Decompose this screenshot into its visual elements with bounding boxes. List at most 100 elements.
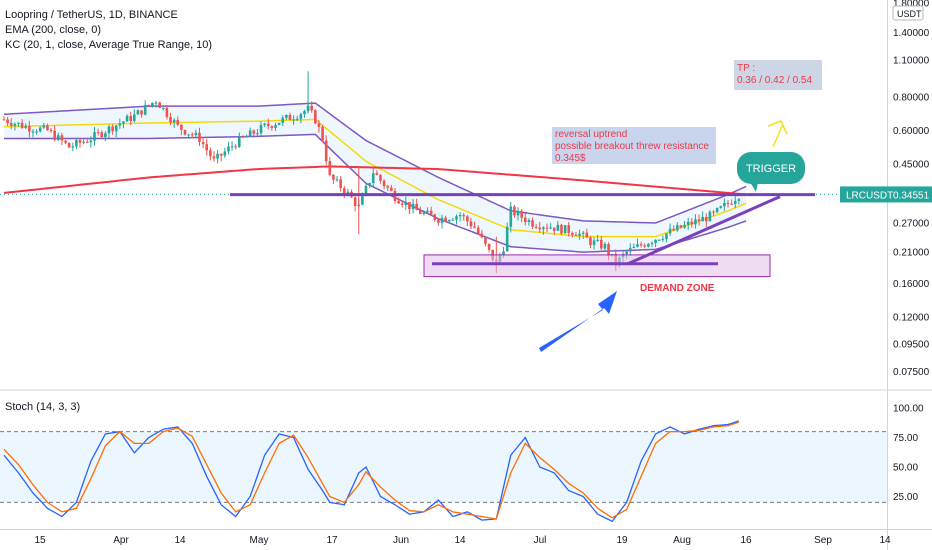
demand-zone-label: DEMAND ZONE bbox=[640, 283, 715, 294]
candle-body bbox=[259, 124, 263, 134]
time-tick-label: May bbox=[250, 535, 269, 546]
candle-body bbox=[400, 203, 404, 205]
candle-body bbox=[737, 199, 741, 201]
candle-body bbox=[125, 115, 129, 122]
blue-arrow-icon bbox=[539, 291, 617, 352]
candle-body bbox=[270, 126, 274, 128]
candle-body bbox=[93, 132, 96, 141]
time-tick-label: Aug bbox=[673, 535, 691, 546]
currency-label: USDT bbox=[897, 9, 922, 19]
candle-body bbox=[143, 104, 147, 115]
candle-body bbox=[433, 214, 437, 220]
candle-body bbox=[476, 227, 480, 234]
candle-body bbox=[38, 127, 42, 132]
candle-body bbox=[704, 216, 708, 222]
candle-body bbox=[603, 244, 607, 249]
candle-body bbox=[563, 225, 567, 234]
time-tick-label: 16 bbox=[740, 535, 752, 546]
candle-body bbox=[505, 226, 509, 252]
candle-body bbox=[2, 119, 6, 121]
candle-body bbox=[111, 126, 114, 132]
candle-body bbox=[516, 211, 520, 216]
candle-body bbox=[57, 135, 60, 140]
candle-body bbox=[194, 132, 198, 136]
price-tick-label: 0.21000 bbox=[893, 248, 930, 259]
candle-body bbox=[140, 110, 143, 115]
candle-body bbox=[82, 141, 85, 143]
candle-body bbox=[636, 244, 639, 247]
candle-body bbox=[201, 142, 205, 145]
candle-body bbox=[219, 153, 223, 156]
candle-body bbox=[661, 238, 665, 240]
candle-body bbox=[190, 134, 194, 136]
candle-body bbox=[292, 119, 295, 121]
candle-body bbox=[694, 219, 697, 225]
candle-body bbox=[274, 124, 277, 128]
candle-body bbox=[346, 191, 350, 194]
candle-body bbox=[600, 239, 603, 249]
price-tick-label: 0.09500 bbox=[893, 340, 930, 351]
candle-body bbox=[726, 203, 730, 205]
candle-body bbox=[556, 224, 560, 231]
candle-body bbox=[364, 185, 368, 195]
candle-body bbox=[686, 221, 690, 225]
candle-body bbox=[122, 121, 125, 124]
reversal-note-box bbox=[552, 127, 716, 164]
candle-body bbox=[245, 136, 248, 138]
price-tick-label: 0.60000 bbox=[893, 126, 930, 137]
candle-body bbox=[708, 211, 712, 222]
candle-body bbox=[542, 227, 545, 230]
candle-body bbox=[151, 102, 154, 106]
candle-body bbox=[581, 232, 585, 234]
candle-body bbox=[234, 146, 237, 148]
candle-body bbox=[411, 203, 415, 210]
candle-body bbox=[136, 110, 140, 115]
candle-body bbox=[71, 146, 75, 148]
candle-body bbox=[404, 201, 408, 205]
keltner-upper bbox=[3, 102, 747, 224]
candle-body bbox=[513, 206, 516, 216]
time-tick-label: Jun bbox=[393, 535, 409, 546]
candle-body bbox=[571, 232, 574, 235]
candle-body bbox=[654, 239, 657, 244]
candle-body bbox=[628, 248, 632, 252]
candle-body bbox=[20, 122, 24, 128]
candle-body bbox=[49, 130, 53, 132]
candle-body bbox=[440, 217, 444, 223]
candle-body bbox=[53, 130, 56, 140]
stoch-d-line bbox=[3, 421, 740, 520]
price-tick-label: 0.07500 bbox=[893, 367, 930, 378]
candle-body bbox=[118, 123, 122, 126]
candle-body bbox=[545, 227, 549, 229]
candle-body bbox=[415, 203, 418, 211]
candle-body bbox=[187, 134, 190, 136]
candle-body bbox=[697, 219, 701, 222]
candle-body bbox=[339, 179, 342, 189]
candle-body bbox=[64, 140, 67, 143]
candle-body bbox=[723, 203, 726, 207]
candle-body bbox=[527, 220, 531, 223]
up-arrow-head-icon bbox=[767, 120, 788, 135]
candle-body bbox=[733, 200, 737, 205]
candle-body bbox=[455, 216, 458, 220]
keltner-basis bbox=[3, 118, 747, 238]
candle-body bbox=[133, 114, 136, 122]
candle-body bbox=[227, 146, 230, 152]
tp-note-box bbox=[734, 60, 822, 90]
candle-body bbox=[60, 135, 64, 141]
currency-box bbox=[892, 5, 924, 21]
candle-body bbox=[169, 117, 172, 123]
candle-body bbox=[379, 175, 382, 181]
candle-body bbox=[317, 123, 321, 127]
candle-body bbox=[24, 126, 28, 128]
candle-body bbox=[487, 243, 491, 250]
candle-body bbox=[248, 130, 252, 137]
price-tag-symbol: LRCUSDT bbox=[846, 190, 893, 201]
time-tick-label: Sep bbox=[814, 535, 832, 546]
candle-body bbox=[342, 188, 346, 194]
candle-body bbox=[212, 156, 216, 159]
candle-body bbox=[574, 234, 578, 236]
candle-body bbox=[657, 239, 661, 241]
candle-body bbox=[46, 125, 49, 131]
